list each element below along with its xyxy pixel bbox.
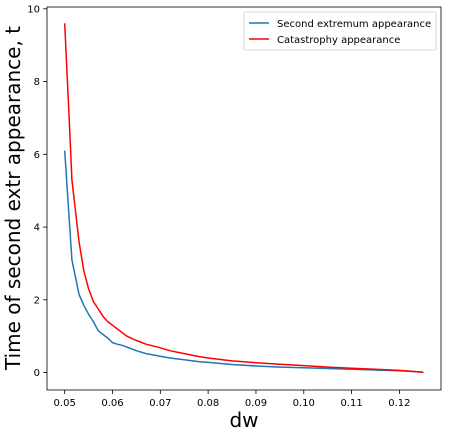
x-tick-label: 0.08 (197, 398, 219, 409)
legend-label-second-extremum: Second extremum appearance (277, 19, 431, 30)
y-tick-label: 0 (34, 368, 40, 379)
y-tick-label: 6 (34, 150, 40, 161)
x-tick-label: 0.11 (340, 398, 362, 409)
legend-box (243, 11, 437, 51)
y-axis: 0 2 4 6 8 10 (27, 4, 47, 379)
series-line-1 (63, 23, 424, 373)
series-layer (63, 23, 424, 373)
x-tick-label: 0.05 (54, 398, 76, 409)
y-tick-label: 10 (27, 4, 40, 15)
y-tick-label: 4 (34, 223, 40, 234)
x-tick-label: 0.10 (293, 398, 315, 409)
y-tick-label: 2 (34, 295, 40, 306)
x-tick-label: 0.12 (388, 398, 410, 409)
y-tick-label: 8 (34, 77, 40, 88)
plot-frame (46, 6, 442, 391)
x-tick-label: 0.09 (245, 398, 267, 409)
legend-label-catastrophy: Catastrophy appearance (277, 35, 400, 46)
x-axis: 0.05 0.06 0.07 0.08 0.09 0.10 0.11 0.12 (54, 390, 411, 409)
legend: Second extremum appearance Catastrophy a… (243, 11, 437, 51)
y-axis-title: Time of second extr appearance, t (1, 26, 25, 371)
x-tick-label: 0.07 (149, 398, 171, 409)
x-tick-label: 0.06 (101, 398, 123, 409)
x-axis-title: dw (229, 408, 258, 432)
series-line-0 (63, 150, 424, 373)
